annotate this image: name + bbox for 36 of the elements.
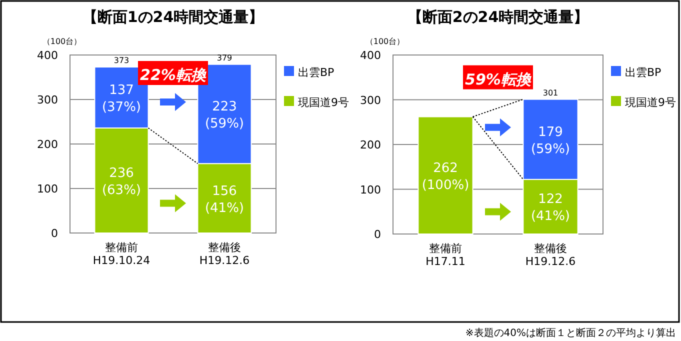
chart-title: 【断面2の24時間交通量】 (407, 8, 589, 26)
legend-label: 出雲BP (625, 66, 662, 79)
y-tick-label: 300 (37, 94, 58, 106)
y-axis-title: （100台） (42, 37, 82, 46)
total-label: 301 (542, 88, 558, 98)
y-tick-label: 200 (360, 138, 381, 152)
y-tick-label: 200 (37, 138, 58, 151)
y-tick-label: 400 (37, 49, 58, 62)
annotation: 22%転換 (140, 66, 207, 84)
y-tick-label: 0 (51, 227, 58, 240)
data-label: 262 (100%) (422, 160, 470, 193)
y-axis-title: （100台） (365, 37, 405, 46)
x-tick-label: 整備後 H19.12.6 (525, 242, 576, 268)
legend-label: 現国道9号 (298, 96, 349, 109)
text: ※表題の40%は断面１と断面２の平均より算出 (465, 327, 676, 339)
data-label: 223 (59%) (204, 99, 244, 132)
legend-label: 出雲BP (298, 66, 335, 79)
data-label: 122 (41%) (530, 192, 570, 224)
annotation: 59%転換 (465, 70, 532, 88)
y-tick-label: 100 (37, 182, 58, 196)
y-tick-label: 0 (374, 228, 381, 241)
chart-title: 【断面1の24時間交通量】 (82, 8, 264, 26)
data-label: 156 (41%) (204, 184, 244, 216)
bar (418, 116, 474, 234)
y-tick-label: 400 (360, 49, 381, 62)
data-label: 137 (37%) (102, 82, 142, 115)
x-tick-label: 整備後 H19.12.6 (199, 241, 250, 267)
total-label: 373 (114, 56, 130, 66)
y-tick-label: 100 (360, 183, 381, 196)
y-tick-label: 300 (360, 94, 381, 107)
legend-label: 現国道9号 (625, 96, 676, 109)
total-label: 379 (216, 53, 232, 62)
data-label: 179 (59%) (530, 124, 570, 157)
data-label: 236 (63%) (102, 166, 142, 198)
x-tick-label: 整備前 H19.10.24 (92, 241, 150, 267)
x-tick-label: 整備前 H17.11 (426, 242, 466, 268)
